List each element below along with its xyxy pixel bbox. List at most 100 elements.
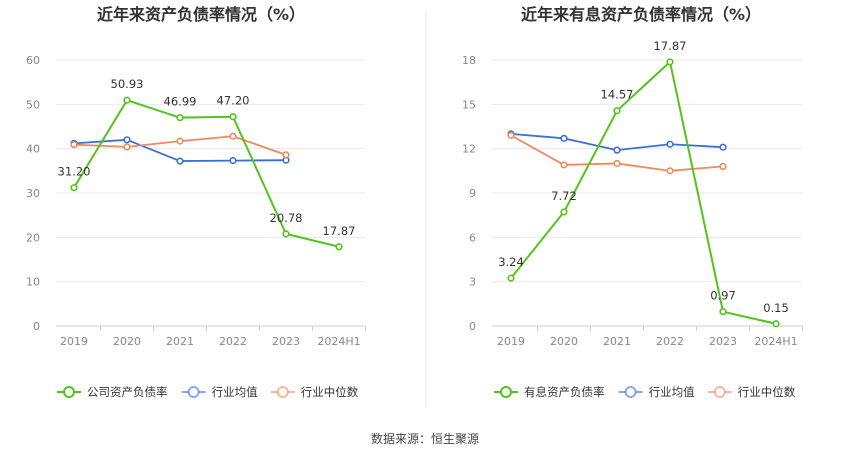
series-1 xyxy=(70,136,290,165)
legend-item: 有息资产负债率 xyxy=(494,385,605,399)
x-tick-label: 2023 xyxy=(272,335,300,348)
data-point xyxy=(229,157,237,165)
data-point xyxy=(335,243,343,251)
y-tick-label: 18 xyxy=(462,54,476,67)
y-tick-label: 0 xyxy=(33,320,40,333)
data-point xyxy=(176,157,184,165)
data-point xyxy=(719,162,727,170)
data-point xyxy=(613,107,621,115)
legend-label: 有息资产负债率 xyxy=(524,385,605,399)
x-tick-label: 2024H1 xyxy=(317,335,360,348)
legend-item: 行业均值 xyxy=(618,385,695,399)
data-point xyxy=(772,320,780,328)
series-0: 3.24 7.72 14.57 17.87 0.97 0.15 xyxy=(498,39,789,328)
y-tick-label: 3 xyxy=(469,276,476,289)
x-tick-label: 2020 xyxy=(113,335,141,348)
data-point xyxy=(176,137,184,145)
y-axis-ticks: 0 10 20 30 40 50 60 xyxy=(26,54,40,333)
y-tick-label: 30 xyxy=(26,187,40,200)
legend-swatch-marker xyxy=(500,386,512,398)
data-label: 3.24 xyxy=(498,255,524,269)
data-point xyxy=(70,141,78,149)
data-label: 14.57 xyxy=(601,88,634,102)
data-point xyxy=(282,151,290,159)
chart-title: 近年来有息资产负债率情况（%） xyxy=(521,5,761,24)
legend: 公司资产负债率 行业均值 行业中位数 xyxy=(57,385,359,399)
y-tick-label: 15 xyxy=(462,98,476,111)
data-label: 47.20 xyxy=(217,94,250,108)
data-point xyxy=(229,113,237,121)
legend-item: 公司资产负债率 xyxy=(57,385,168,399)
data-point xyxy=(666,167,674,175)
y-tick-label: 10 xyxy=(26,276,40,289)
legend: 有息资产负债率 行业均值 行业中位数 xyxy=(494,385,796,399)
data-point xyxy=(666,58,674,66)
x-tick-label: 2021 xyxy=(603,335,631,348)
y-axis-ticks: 0 3 6 9 12 15 18 xyxy=(462,54,476,333)
legend-item: 行业均值 xyxy=(181,385,258,399)
series-2 xyxy=(70,132,290,159)
data-label: 20.78 xyxy=(270,211,303,225)
data-point xyxy=(282,230,290,238)
data-point xyxy=(229,132,237,140)
x-tick-label: 2022 xyxy=(656,335,684,348)
y-tick-label: 6 xyxy=(469,231,476,244)
data-point xyxy=(560,161,568,169)
legend-label: 行业中位数 xyxy=(301,385,359,399)
data-point xyxy=(613,146,621,154)
data-point xyxy=(123,143,131,151)
data-point xyxy=(507,131,515,139)
chart-title: 近年来资产负债率情况（%） xyxy=(97,5,305,24)
data-point xyxy=(719,308,727,316)
data-point xyxy=(123,136,131,144)
data-label: 46.99 xyxy=(164,95,197,109)
y-tick-label: 0 xyxy=(469,320,476,333)
legend-label: 行业中位数 xyxy=(738,385,796,399)
data-label: 0.97 xyxy=(710,289,736,303)
x-axis-ticks: 2019 2020 2021 2022 2023 2024H1 xyxy=(60,326,366,348)
y-tick-label: 12 xyxy=(462,143,476,156)
gridlines xyxy=(56,59,365,327)
data-label: 0.15 xyxy=(763,301,789,315)
data-source-note: 数据来源：恒生聚源 xyxy=(371,431,479,446)
series-2 xyxy=(507,131,727,175)
data-point xyxy=(507,274,515,282)
data-point xyxy=(123,96,131,104)
data-point xyxy=(719,143,727,151)
legend-label: 行业均值 xyxy=(212,385,258,399)
legend-swatch-marker xyxy=(276,386,289,398)
data-label: 17.87 xyxy=(323,224,356,238)
x-tick-label: 2019 xyxy=(497,335,525,348)
x-tick-label: 2019 xyxy=(60,335,88,348)
series-1 xyxy=(507,130,727,154)
y-tick-label: 50 xyxy=(26,98,40,111)
y-tick-label: 60 xyxy=(26,54,40,67)
legend-swatch-marker xyxy=(713,386,726,398)
x-tick-label: 2023 xyxy=(709,335,737,348)
y-tick-label: 20 xyxy=(26,231,40,244)
legend-label: 行业均值 xyxy=(649,385,695,399)
data-label: 7.72 xyxy=(551,189,577,203)
legend-item: 行业中位数 xyxy=(707,385,796,399)
y-tick-label: 40 xyxy=(26,143,40,156)
legend-label: 公司资产负债率 xyxy=(87,385,168,399)
series-line xyxy=(73,99,340,248)
x-tick-label: 2022 xyxy=(219,335,247,348)
legend-swatch-marker xyxy=(624,386,637,398)
gridlines xyxy=(492,59,802,327)
legend-item: 行业中位数 xyxy=(270,385,359,399)
series-line xyxy=(510,60,777,325)
x-tick-label: 2020 xyxy=(550,335,578,348)
y-tick-label: 9 xyxy=(469,187,476,200)
x-axis-ticks: 2019 2020 2021 2022 2023 2024H1 xyxy=(497,326,803,348)
data-point xyxy=(560,134,568,142)
legend-swatch-marker xyxy=(63,386,75,398)
data-label: 31.20 xyxy=(58,165,91,179)
x-tick-label: 2024H1 xyxy=(754,335,797,348)
data-point xyxy=(613,159,621,168)
data-point xyxy=(176,114,184,122)
series-0: 31.20 50.93 46.99 47.20 20.78 17.87 xyxy=(58,77,356,251)
